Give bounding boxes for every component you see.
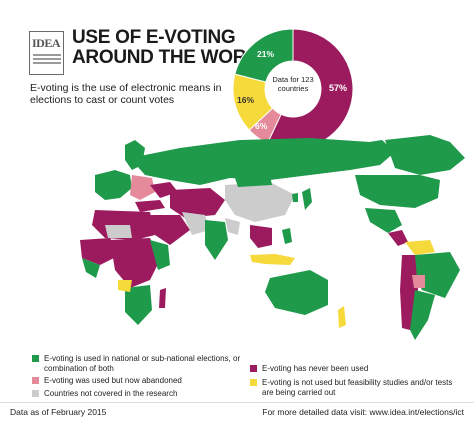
logo-lines — [33, 54, 61, 66]
legend-text-abandoned: E-voting was used but now abandoned — [44, 376, 182, 385]
legend-swatch-abandoned — [32, 377, 39, 384]
iran-region — [182, 212, 210, 235]
usa-region — [355, 175, 440, 208]
australia-region — [265, 270, 328, 315]
idea-logo: IDEA — [29, 31, 64, 75]
legend-swatch-never — [250, 365, 257, 372]
donut-center-label: Data for 123 countries — [272, 75, 314, 93]
europe-east-region — [130, 175, 155, 200]
footer-link[interactable]: For more detailed data visit: www.idea.i… — [262, 407, 464, 417]
russia-region — [130, 138, 395, 185]
donut-label-never: 57% — [329, 83, 347, 93]
bolivia-region — [412, 275, 425, 288]
title-line-1: USE OF E-VOTING — [72, 27, 236, 48]
subtitle: E-voting is the use of electronic means … — [30, 82, 222, 106]
middle-east-region — [150, 215, 190, 245]
mexico-region — [365, 208, 402, 233]
madagascar-region — [159, 288, 166, 308]
alaska-region — [350, 140, 395, 162]
east-africa-region — [150, 240, 170, 270]
india-region — [205, 220, 228, 260]
legend-swatch-not-covered — [32, 390, 39, 397]
legend-text-feasibility: E-voting is not used but feasibility stu… — [262, 378, 453, 397]
turkey-region — [135, 200, 165, 212]
japan-region — [302, 188, 312, 210]
africa-grey — [105, 225, 132, 238]
donut-label-abandoned: 6% — [255, 121, 268, 131]
korea-region — [292, 193, 298, 202]
venezuela-region — [405, 240, 435, 255]
central-africa-region — [110, 238, 160, 288]
donut-label-used: 21% — [257, 49, 274, 59]
new-zealand-region — [338, 306, 346, 328]
scandinavia-region — [125, 140, 145, 170]
title-line-2: AROUND THE WORLD — [72, 47, 271, 68]
legend-text-used: E-voting is used in national or sub-nati… — [44, 354, 241, 373]
donut-center: Data for 123 countries — [272, 75, 314, 93]
donut-chart: Data for 123 countries 57% 6% 16% 21% — [232, 28, 354, 150]
canada-region — [385, 135, 465, 175]
mongolia-region — [235, 175, 272, 187]
footer-date: Data as of February 2015 — [10, 407, 107, 417]
page-title: USE OF E-VOTING AROUND THE WORLD — [72, 28, 271, 68]
central-america-region — [388, 230, 408, 246]
donut-label-feasibility: 16% — [237, 95, 254, 105]
footer-bar — [0, 402, 474, 423]
donut-hole — [265, 61, 321, 117]
philippines-region — [282, 228, 292, 244]
indonesia-region — [250, 254, 295, 265]
central-asia-region — [170, 188, 225, 218]
legend-text-not-covered: Countries not covered in the research — [44, 389, 178, 398]
south-asia-grey — [225, 218, 240, 235]
west-africa-region — [80, 238, 120, 265]
legend-text-never: E-voting has never been used — [262, 364, 369, 373]
legend-swatch-used — [32, 355, 39, 362]
world-map — [80, 135, 465, 340]
argentina-region — [410, 290, 435, 340]
africa-yellow — [118, 280, 132, 292]
africa-green-west — [82, 258, 100, 278]
southern-africa-region — [125, 285, 152, 325]
logo-text: IDEA — [32, 36, 61, 50]
china-region — [225, 182, 295, 222]
legend-swatch-feasibility — [250, 379, 257, 386]
se-asia-region — [250, 225, 272, 248]
europe-west-region — [95, 170, 132, 200]
